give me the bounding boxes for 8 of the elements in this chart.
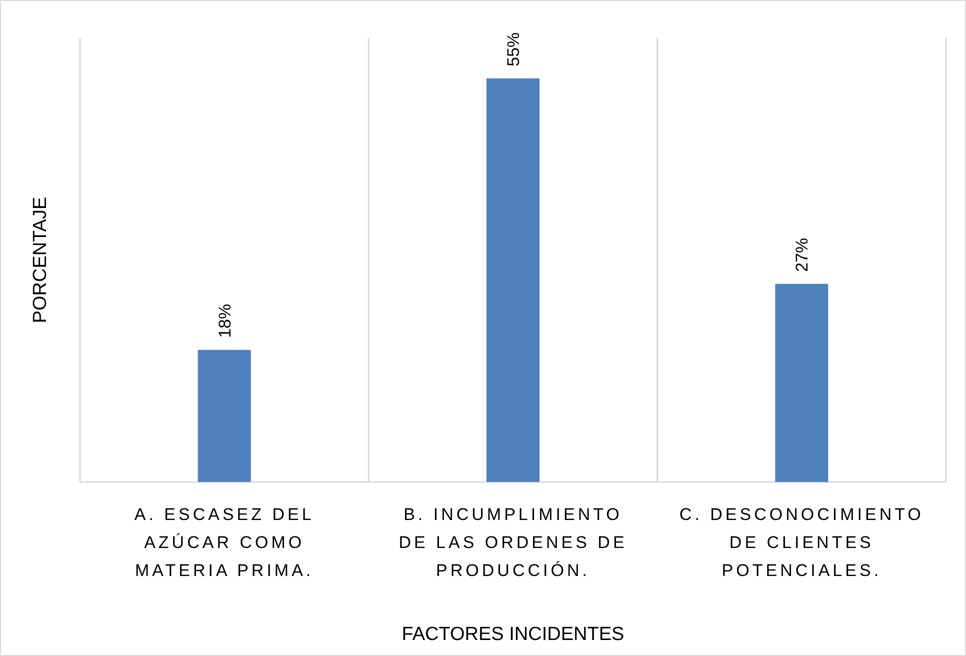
x-tick-label: C. DESCONOCIMIENTO DE CLIENTES POTENCIALES. [679, 505, 924, 580]
x-axis-title: FACTORES INCIDENTES [402, 624, 624, 645]
x-tick-label: B. INCUMPLIMIENTO DE LAS ORDENES DE PRODUCCIÓN. [398, 505, 628, 580]
data-label: 27% [792, 238, 812, 272]
y-axis-title: PORCENTAJE [30, 196, 51, 324]
data-label: 55% [504, 32, 523, 66]
x-tick-label: A. ESCASEZ DEL AZÚCAR COMO MATERIA PRIMA. [134, 505, 314, 580]
data-label: 18% [215, 304, 234, 338]
